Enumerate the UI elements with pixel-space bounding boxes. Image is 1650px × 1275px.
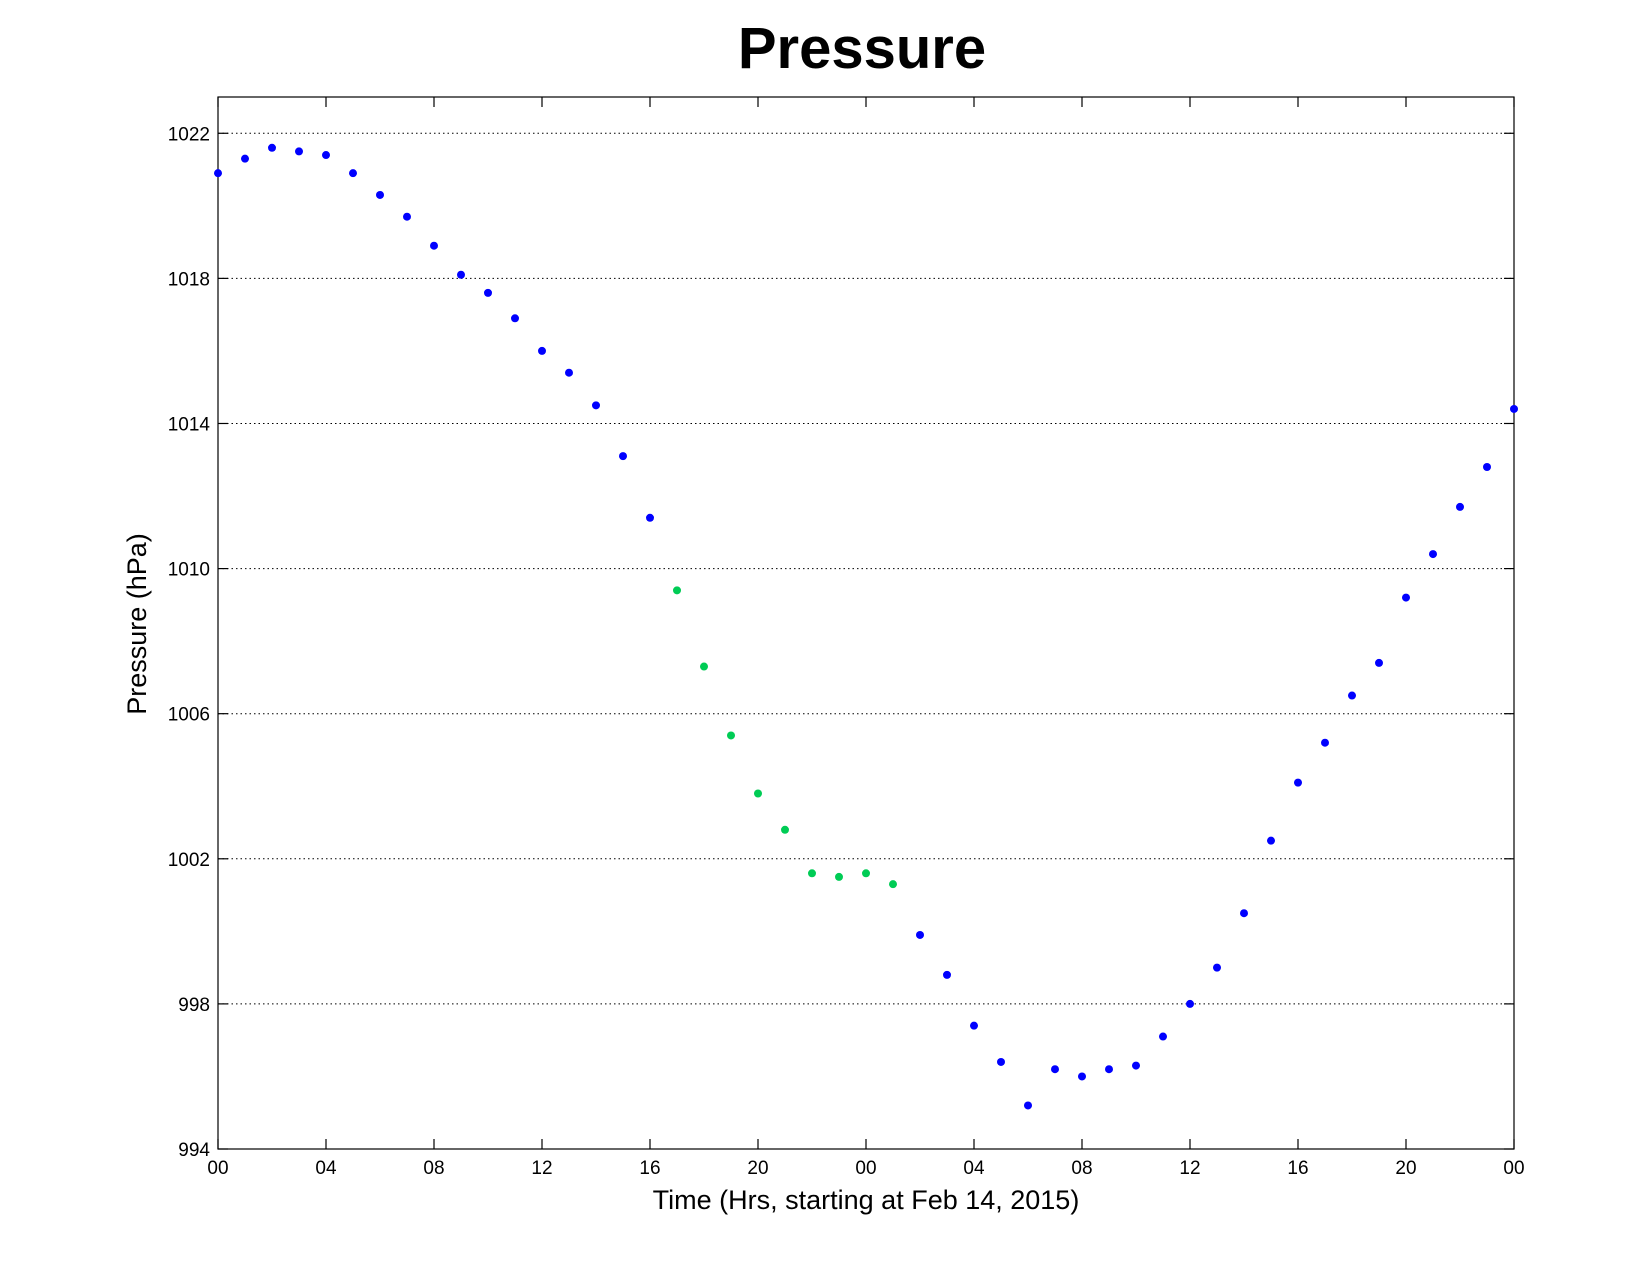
blue-data-point bbox=[268, 143, 276, 152]
blue-data-point bbox=[1348, 691, 1356, 700]
x-tick-label: 04 bbox=[315, 1158, 337, 1179]
blue-data-point bbox=[565, 368, 573, 377]
blue-data-point bbox=[1159, 1032, 1167, 1041]
grid-lines bbox=[218, 132, 1514, 1005]
green-data-point bbox=[889, 880, 897, 889]
green-data-point bbox=[673, 586, 681, 595]
green-data-point bbox=[862, 869, 870, 878]
blue-data-point bbox=[970, 1021, 978, 1030]
x-tick-label: 16 bbox=[639, 1158, 660, 1179]
green-data-point bbox=[781, 825, 789, 834]
y-tick-label: 1010 bbox=[168, 560, 210, 581]
x-tick-label: 08 bbox=[1071, 1158, 1092, 1179]
x-tick-label: 20 bbox=[1395, 1158, 1416, 1179]
y-axis-label: Pressure (hPa) bbox=[122, 533, 152, 715]
blue-data-point bbox=[1132, 1061, 1140, 1070]
blue-data-point bbox=[916, 930, 924, 939]
blue-data-point bbox=[646, 513, 654, 522]
blue-data-point bbox=[1294, 778, 1302, 787]
y-tick-label: 994 bbox=[178, 1140, 210, 1161]
blue-data-point bbox=[1105, 1065, 1113, 1074]
green-data-point bbox=[727, 731, 735, 740]
blue-data-point bbox=[1213, 963, 1221, 972]
blue-data-point bbox=[322, 151, 330, 160]
x-tick-label: 00 bbox=[855, 1158, 876, 1179]
blue-data-point bbox=[1483, 463, 1491, 472]
blue-data-point bbox=[1510, 404, 1518, 413]
blue-data-point bbox=[1240, 909, 1248, 918]
blue-data-point bbox=[511, 314, 519, 323]
blue-data-point bbox=[1402, 593, 1410, 602]
x-axis-label: Time (Hrs, starting at Feb 14, 2015) bbox=[653, 1185, 1080, 1215]
blue-data-point bbox=[349, 169, 357, 178]
blue-data-point bbox=[1051, 1065, 1059, 1074]
x-tick-label: 00 bbox=[207, 1158, 228, 1179]
y-tick-label: 1018 bbox=[168, 269, 210, 290]
chart-title: Pressure bbox=[738, 16, 986, 81]
green-data-point bbox=[700, 662, 708, 671]
blue-data-point bbox=[403, 212, 411, 221]
y-tick-label: 998 bbox=[178, 995, 210, 1016]
blue-data-point bbox=[1078, 1072, 1086, 1081]
blue-data-point bbox=[1375, 658, 1383, 667]
x-tick-label: 16 bbox=[1287, 1158, 1308, 1179]
y-tick-label: 1006 bbox=[168, 705, 210, 726]
plot-area bbox=[217, 96, 1515, 1150]
blue-data-point bbox=[592, 401, 600, 410]
blue-data-point bbox=[1456, 502, 1464, 511]
x-tick-label: 20 bbox=[747, 1158, 768, 1179]
green-data-point bbox=[835, 872, 843, 881]
blue-data-point bbox=[295, 147, 303, 156]
x-tick-label: 12 bbox=[531, 1158, 552, 1179]
y-tick-label: 1014 bbox=[168, 414, 211, 435]
x-tick-label: 08 bbox=[423, 1158, 444, 1179]
blue-data-point bbox=[619, 452, 627, 461]
blue-data-point bbox=[997, 1057, 1005, 1066]
y-tick-label: 1002 bbox=[168, 850, 210, 871]
blue-data-point bbox=[214, 169, 222, 178]
blue-data-point bbox=[457, 270, 465, 279]
blue-data-point bbox=[1321, 738, 1329, 747]
green-data-point bbox=[808, 869, 816, 878]
blue-data-point bbox=[1186, 999, 1194, 1008]
y-tick-label: 1022 bbox=[168, 124, 210, 145]
blue-data-point bbox=[943, 970, 951, 979]
blue-data-point bbox=[1429, 550, 1437, 559]
blue-data-point bbox=[1024, 1101, 1032, 1110]
data-points bbox=[214, 143, 1518, 1110]
x-tick-label: 04 bbox=[963, 1158, 985, 1179]
axis-ticks: 994 998 1002 1006 1010 1014 1018 1022 00 04 08 12 16… bbox=[168, 97, 1525, 1179]
blue-data-point bbox=[376, 190, 384, 199]
blue-data-point bbox=[430, 241, 438, 250]
x-tick-label: 12 bbox=[1179, 1158, 1200, 1179]
blue-data-point bbox=[484, 288, 492, 297]
green-data-point bbox=[754, 789, 762, 798]
blue-data-point bbox=[538, 346, 546, 355]
x-tick-label: 00 bbox=[1503, 1158, 1524, 1179]
blue-data-point bbox=[241, 154, 249, 163]
blue-data-point bbox=[1267, 836, 1275, 845]
